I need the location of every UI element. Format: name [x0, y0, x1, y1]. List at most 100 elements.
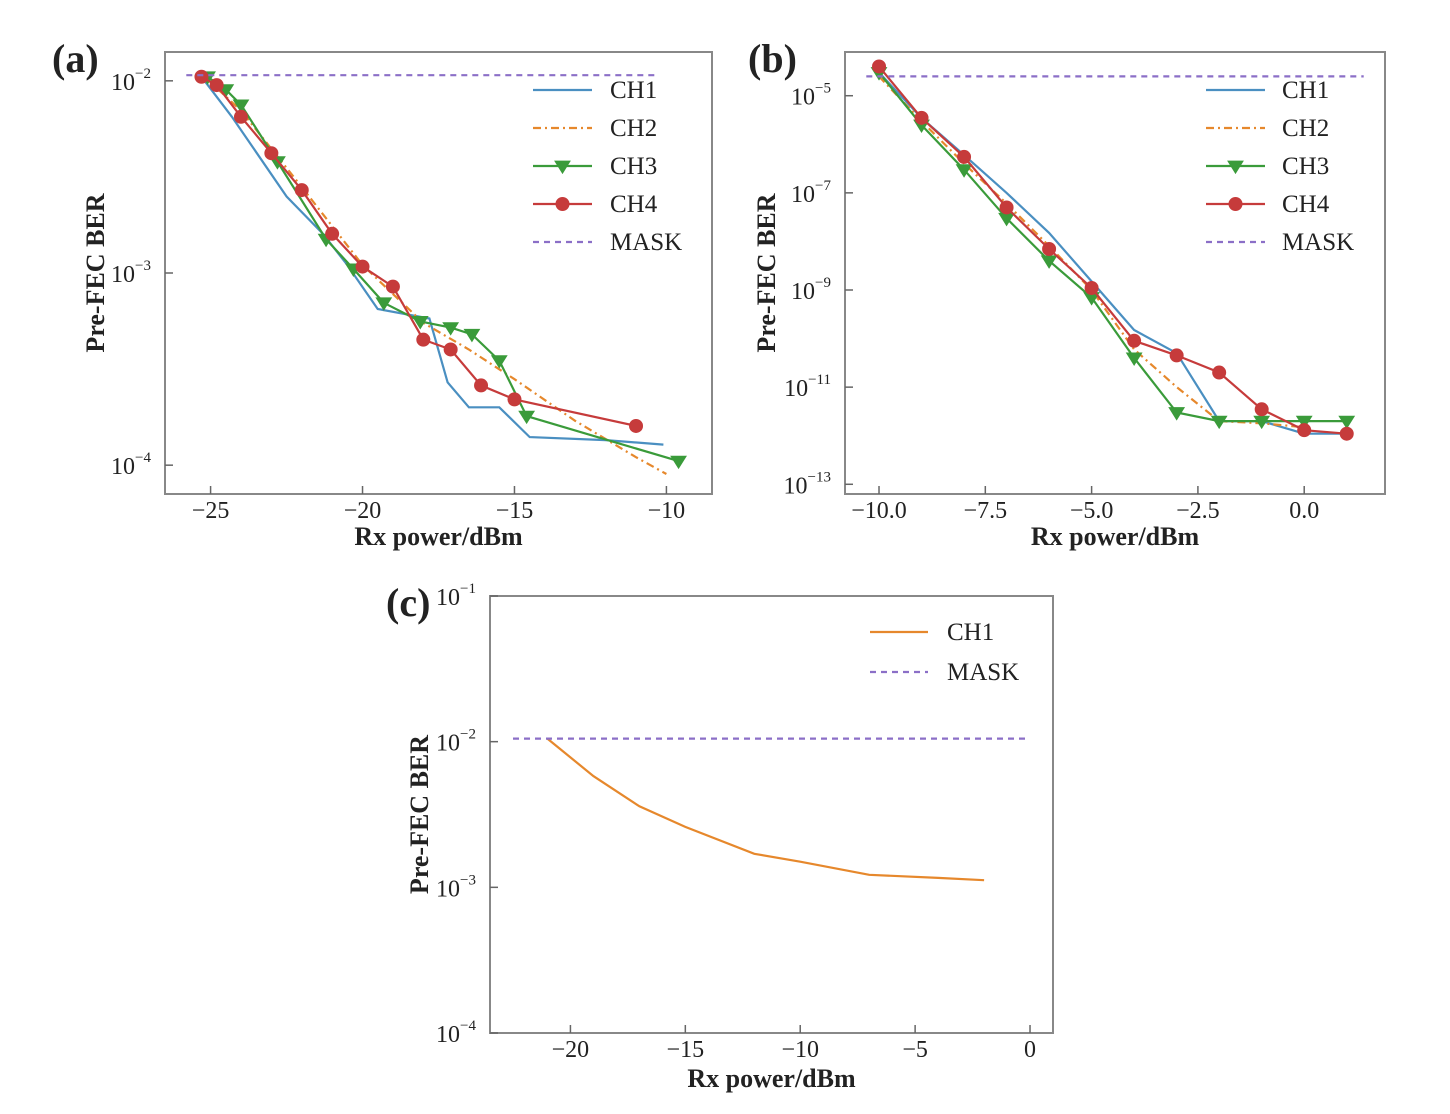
- data-point: [872, 59, 887, 74]
- y-tick-label: 10−7: [791, 178, 831, 208]
- series-ch2: [878, 75, 1305, 429]
- data-point: [1297, 423, 1312, 438]
- data-point: [264, 146, 279, 161]
- y-tick-label: 10−1: [436, 581, 476, 611]
- data-point: [1125, 352, 1143, 366]
- data-point: [443, 342, 458, 357]
- legend-marker: [1227, 160, 1244, 175]
- x-axis-title: Rx power/dBm: [354, 522, 523, 551]
- data-point: [442, 322, 460, 336]
- x-tick-label: −5: [902, 1037, 928, 1063]
- series-ch2: [203, 75, 667, 475]
- data-point: [1339, 426, 1354, 441]
- y-tick-label: 10−13: [784, 469, 831, 499]
- legend-label: MASK: [610, 229, 682, 256]
- panel-b: −10.0 −7.5 −5.0 −2.5 0.0 10−5 10−7 10−9 10−11 10−…: [748, 36, 1386, 551]
- data-point: [474, 378, 489, 393]
- legend-label: CH4: [610, 191, 658, 218]
- series-ch4: [194, 69, 644, 433]
- legend-label: CH1: [1282, 77, 1329, 104]
- series-line: [206, 75, 679, 463]
- legend-label: CH1: [610, 77, 657, 104]
- data-point: [1084, 280, 1099, 295]
- y-tick-label: 10−2: [111, 66, 151, 96]
- series-line: [878, 75, 1305, 429]
- legend: CH1 MASK: [870, 619, 1019, 686]
- legend: CH1 CH2 CH3 CH4 MASK: [533, 77, 682, 256]
- legend-label: CH1: [947, 619, 994, 646]
- data-point: [416, 332, 431, 347]
- legend-label: CH2: [610, 115, 657, 142]
- data-point: [957, 149, 972, 164]
- x-tick-label: 0.0: [1289, 498, 1319, 524]
- plot-frame: [844, 51, 1386, 495]
- data-point: [490, 355, 508, 369]
- data-point: [463, 328, 481, 343]
- legend-label: CH2: [1282, 115, 1329, 142]
- x-tick-label: −20: [552, 1037, 590, 1063]
- x-axis-title: Rx power/dBm: [1031, 522, 1200, 551]
- x-tick-label: −7.5: [964, 498, 1008, 524]
- data-point: [385, 279, 400, 294]
- data-point: [1042, 241, 1057, 256]
- legend-label: CH3: [1282, 153, 1329, 180]
- legend: CH1 CH2 CH3 CH4 MASK: [1206, 77, 1354, 256]
- panel-label: (b): [748, 36, 797, 81]
- y-axis-title: Pre-FEC BER: [81, 193, 110, 352]
- panel-label: (c): [386, 580, 430, 625]
- y-tick-label: 10−2: [436, 727, 476, 757]
- series-ch3: [870, 67, 1356, 430]
- series-ch1: [200, 76, 664, 446]
- y-axis-title: Pre-FEC BER: [405, 735, 434, 894]
- data-point: [1127, 333, 1142, 348]
- data-point: [233, 109, 248, 124]
- panel-a: −25 −20 −15 −10 10−2 10−3 10−4 Rx power/dBm Pre-…: [52, 36, 713, 551]
- y-tick-label: 10−4: [111, 450, 151, 480]
- legend-label: CH3: [610, 153, 657, 180]
- data-point: [1210, 415, 1228, 430]
- x-tick-label: −20: [344, 498, 382, 524]
- y-tick-label: 10−3: [111, 258, 151, 288]
- y-axis-title: Pre-FEC BER: [752, 193, 781, 352]
- data-point: [209, 78, 224, 93]
- data-point: [194, 69, 209, 84]
- data-point: [411, 316, 429, 330]
- legend-label: MASK: [947, 659, 1019, 686]
- x-tick-label: −25: [192, 498, 230, 524]
- series-line: [878, 71, 1347, 423]
- data-point: [325, 226, 340, 241]
- data-point: [232, 99, 250, 113]
- legend-label: MASK: [1282, 229, 1354, 256]
- x-tick-label: −10: [648, 498, 686, 524]
- x-tick-label: −10: [781, 1037, 819, 1063]
- series-line: [878, 65, 1347, 435]
- legend-marker: [1228, 197, 1243, 211]
- y-tick-label: 10−9: [791, 275, 831, 305]
- series-line: [878, 71, 1347, 435]
- y-tick-label: 10−3: [436, 872, 476, 902]
- legend-marker: [554, 160, 571, 175]
- x-tick-label: 0: [1024, 1037, 1036, 1063]
- data-point: [1295, 415, 1313, 430]
- series-ch1: [546, 737, 985, 882]
- legend-marker: [555, 197, 570, 211]
- data-point: [294, 183, 309, 198]
- x-tick-label: −2.5: [1176, 498, 1220, 524]
- x-tick-label: −15: [496, 498, 534, 524]
- series-line: [546, 737, 985, 882]
- data-point: [1168, 407, 1186, 421]
- panel-c: −20 −15 −10 −5 0 10−1 10−2 10−3 10−4 Rx power/dBm…: [386, 580, 1054, 1093]
- data-point: [507, 392, 522, 407]
- y-tick-label: 10−5: [791, 81, 831, 111]
- data-point: [999, 200, 1014, 215]
- x-tick-label: −15: [667, 1037, 705, 1063]
- x-tick-label: −10.0: [851, 498, 907, 524]
- panel-label: (a): [52, 36, 99, 81]
- data-point: [375, 297, 393, 311]
- series-line: [200, 75, 637, 427]
- data-point: [670, 455, 687, 470]
- data-point: [355, 259, 370, 274]
- data-point: [1338, 415, 1356, 430]
- data-point: [914, 110, 929, 125]
